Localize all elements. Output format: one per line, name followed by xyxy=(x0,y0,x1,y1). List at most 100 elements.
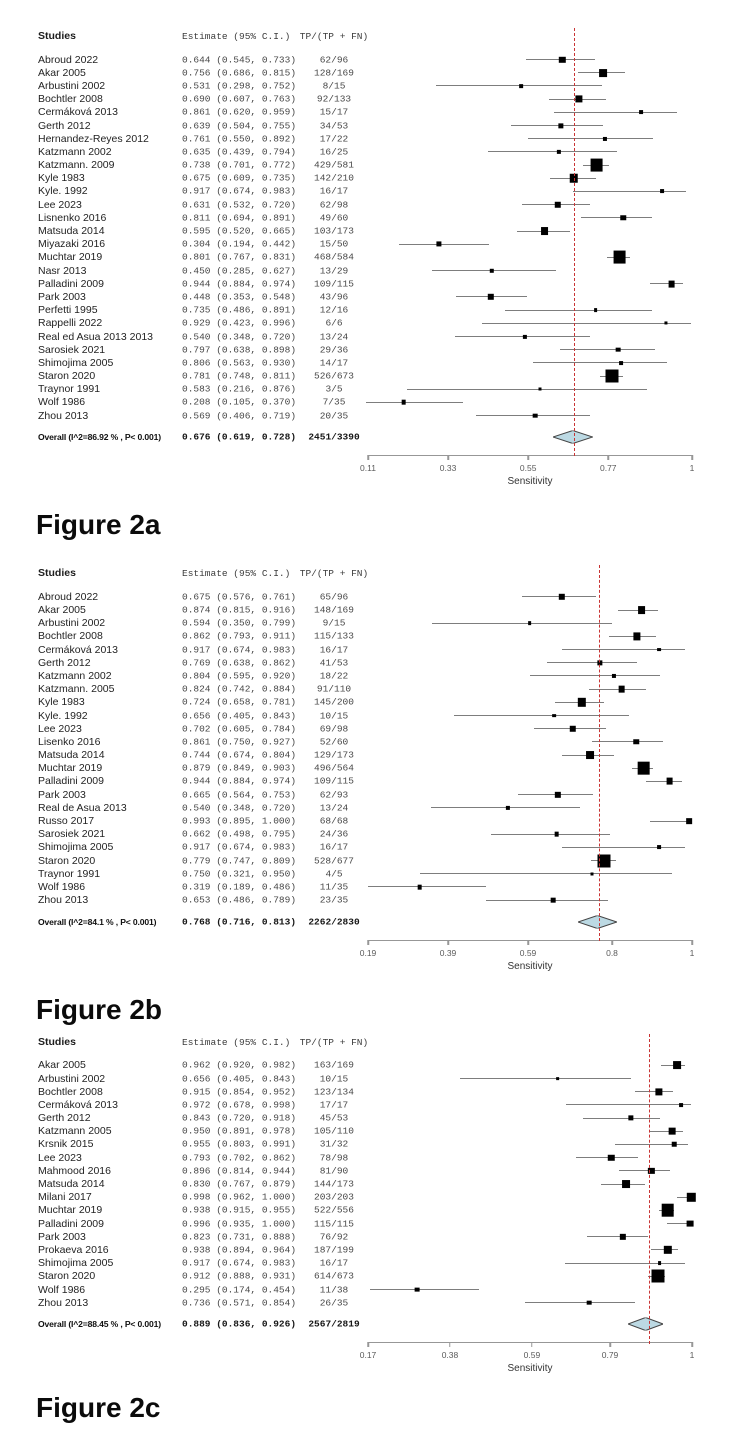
plot-cell xyxy=(366,396,692,409)
ci-line xyxy=(592,741,663,743)
study-name: Hernandez-Reyes 2012 xyxy=(38,132,149,145)
study-row: Kyle. 1992 0.656 (0.405, 0.843) 10/15 xyxy=(0,709,738,722)
figure-2b-forest-plot: Studies Estimate (95% C.I.) TP/(TP + FN)… xyxy=(0,565,738,1026)
summary-diamond-icon xyxy=(627,1317,664,1331)
estimate-text: 0.861 (0.620, 0.959) xyxy=(182,106,297,118)
study-row: Hernandez-Reyes 2012 0.761 (0.550, 0.892)… xyxy=(0,132,738,145)
axis-tick xyxy=(691,455,693,461)
effect-square xyxy=(633,739,640,745)
study-name: Palladini 2009 xyxy=(38,1217,104,1230)
study-row: Arbustini 2002 0.531 (0.298, 0.752) 8/15 xyxy=(0,79,738,92)
axis-tick xyxy=(531,1342,533,1348)
effect-square xyxy=(686,818,693,824)
plot-cell xyxy=(368,1125,692,1138)
effect-square xyxy=(633,632,641,640)
effect-square xyxy=(414,1287,420,1292)
plot-cell xyxy=(368,1230,692,1243)
study-name: Kyle 1983 xyxy=(38,696,85,709)
study-rows: Akar 2005 0.962 (0.920, 0.982) 163/169 Arbu… xyxy=(0,1059,738,1310)
study-name: Arbustini 2002 xyxy=(38,617,106,630)
study-name: Lisenko 2016 xyxy=(38,735,101,748)
estimate-text: 0.319 (0.189, 0.486) xyxy=(182,881,297,893)
study-name: Lee 2023 xyxy=(38,722,82,735)
study-name: Katzmann 2005 xyxy=(38,1125,112,1138)
effect-square xyxy=(554,831,560,837)
effect-square xyxy=(487,293,495,301)
counts-text: 65/96 xyxy=(319,591,349,603)
effect-square xyxy=(489,268,494,273)
axis-tick-label: 0.8 xyxy=(606,947,618,958)
estimate-text: 0.540 (0.348, 0.720) xyxy=(182,802,297,814)
plot-cell xyxy=(368,224,692,237)
study-row: Shimojima 2005 0.917 (0.674, 0.983) 16/17 xyxy=(0,1257,738,1270)
estimate-text: 0.781 (0.748, 0.811) xyxy=(182,370,297,382)
estimate-text: 0.938 (0.915, 0.955) xyxy=(182,1204,297,1216)
plot-cell xyxy=(368,277,692,290)
axis-title: Sensitivity xyxy=(507,960,553,972)
plot-cell xyxy=(368,409,692,422)
study-row: Nasr 2013 0.450 (0.285, 0.627) 13/29 xyxy=(0,264,738,277)
overall-label: Overall (I^2=86.92 % , P< 0.001) xyxy=(38,432,161,443)
study-name: Real ed Asua 2013 2013 xyxy=(38,330,154,343)
study-name: Akar 2005 xyxy=(38,66,86,79)
counts-text: 468/584 xyxy=(314,251,354,263)
ci-line xyxy=(491,833,610,835)
study-row: Staron 2020 0.912 (0.888, 0.931) 614/673 xyxy=(0,1269,738,1283)
plot-cell xyxy=(368,304,692,317)
study-row: Traynor 1991 0.750 (0.321, 0.950) 4/5 xyxy=(0,867,738,880)
counts-text: 145/200 xyxy=(314,696,354,708)
study-row: Bochtler 2008 0.690 (0.607, 0.763) 92/133 xyxy=(0,93,738,106)
effect-square xyxy=(597,854,611,868)
study-name: Prokaeva 2016 xyxy=(38,1243,109,1256)
effect-square xyxy=(519,84,524,88)
study-name: Gerth 2012 xyxy=(38,1112,91,1125)
effect-square xyxy=(417,884,422,890)
counts-text: 45/53 xyxy=(319,1112,349,1124)
counts-text: 522/556 xyxy=(314,1204,354,1216)
estimate-text: 0.862 (0.793, 0.911) xyxy=(182,630,297,642)
plot-cell xyxy=(368,1191,696,1204)
study-name: Staron 2020 xyxy=(38,1270,96,1283)
axis-tick-label: 0.59 xyxy=(519,947,537,958)
counts-text: 10/15 xyxy=(319,710,349,722)
effect-square xyxy=(552,713,557,718)
study-name: Kyle. 1992 xyxy=(38,709,88,722)
plot-cell xyxy=(368,669,692,682)
counts-text: 16/17 xyxy=(319,185,349,197)
study-name: Traynor 1991 xyxy=(38,383,101,396)
overall-counts-text: 2451/3390 xyxy=(308,431,360,443)
plot-cell xyxy=(368,250,692,264)
study-row: Katzmann. 2005 0.824 (0.742, 0.884) 91/110 xyxy=(0,683,738,696)
study-name: Sarosiek 2021 xyxy=(38,828,106,841)
estimate-text: 0.830 (0.767, 0.879) xyxy=(182,1178,297,1190)
study-row: Real ed Asua 2013 2013 0.540 (0.348, 0.72… xyxy=(0,330,738,343)
study-row: Real de Asua 2013 0.540 (0.348, 0.720) 13/… xyxy=(0,801,738,814)
plot-cell xyxy=(368,630,692,643)
axis-line xyxy=(368,1342,692,1344)
counts-text: 62/93 xyxy=(319,789,349,801)
study-row: Traynor 1991 0.583 (0.216, 0.876) 3/5 xyxy=(0,383,738,396)
plot-cell xyxy=(368,761,692,775)
estimate-text: 0.531 (0.298, 0.752) xyxy=(182,80,297,92)
study-name: Shimojima 2005 xyxy=(38,1257,114,1270)
effect-square xyxy=(527,621,532,626)
effect-square xyxy=(687,1193,696,1202)
counts-text: 203/203 xyxy=(314,1191,354,1203)
effect-square xyxy=(436,241,442,247)
axis-tick-label: 0.11 xyxy=(360,463,376,474)
ci-line xyxy=(649,283,683,285)
study-name: Kyle 1983 xyxy=(38,172,85,185)
counts-text: 31/32 xyxy=(319,1138,349,1150)
study-row: Gerth 2012 0.769 (0.638, 0.862) 41/53 xyxy=(0,656,738,669)
ci-line xyxy=(432,622,612,624)
plot-cell xyxy=(368,617,692,630)
effect-square xyxy=(657,1261,662,1266)
study-name: Palladini 2009 xyxy=(38,775,104,788)
column-studies: Studies xyxy=(38,567,76,580)
axis-tick-label: 1 xyxy=(689,463,695,474)
ci-line xyxy=(660,1064,685,1066)
figure-caption: Figure 2c xyxy=(36,1392,161,1424)
overall-label: Overall (I^2=84.1 % , P< 0.001) xyxy=(38,916,157,927)
study-row: Muchtar 2019 0.938 (0.915, 0.955) 522/556 xyxy=(0,1204,738,1217)
ci-line xyxy=(645,780,682,782)
